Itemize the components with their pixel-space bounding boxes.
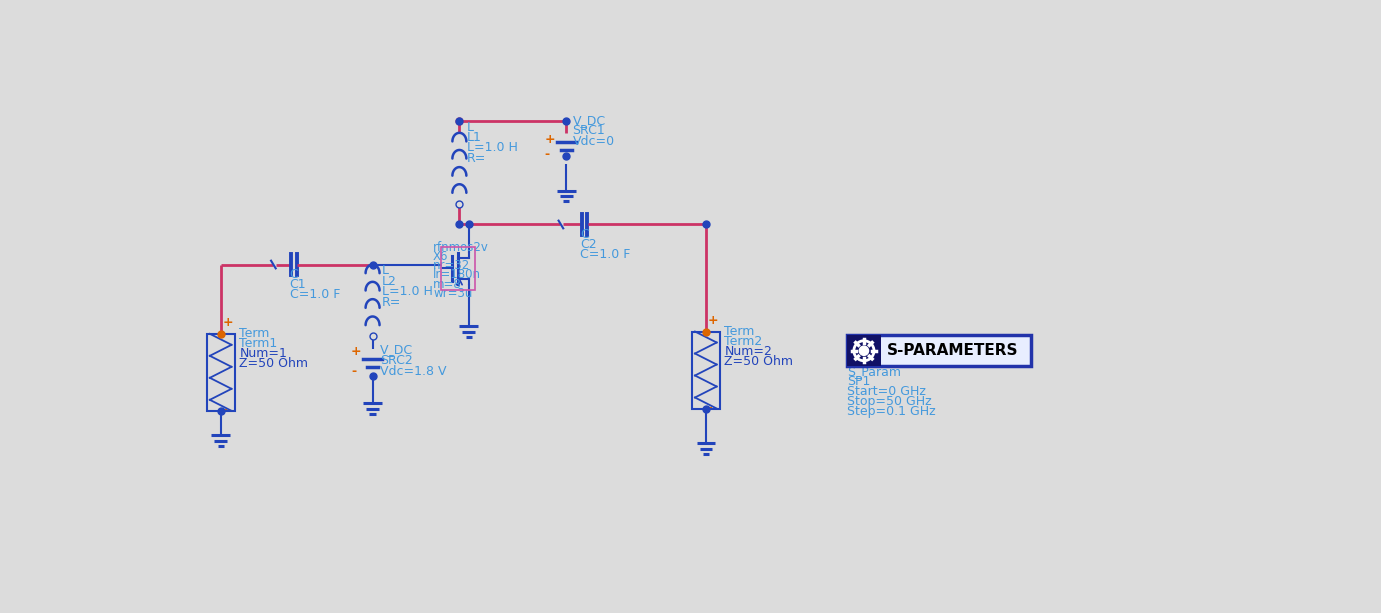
Text: Vdc=1.8 V: Vdc=1.8 V [380,365,447,378]
Text: wr=3u: wr=3u [434,287,472,300]
Text: L: L [383,264,389,276]
Text: L1: L1 [467,131,482,143]
Text: Start=0 GHz: Start=0 GHz [847,386,925,398]
Text: rfnmos2v: rfnmos2v [434,241,489,254]
Text: X6: X6 [434,250,449,263]
FancyBboxPatch shape [847,335,1032,366]
Text: SP1: SP1 [847,375,870,389]
Text: L=1.0 H: L=1.0 H [383,285,432,299]
Text: C=1.0 F: C=1.0 F [580,248,631,261]
Text: C: C [290,268,298,281]
Text: C=1.0 F: C=1.0 F [290,288,340,302]
Text: L=1.0 H: L=1.0 H [467,142,518,154]
Text: -: - [707,403,713,413]
Text: -: - [544,148,550,161]
Text: Num=1: Num=1 [239,347,287,360]
Text: m=8: m=8 [434,278,461,291]
Text: L2: L2 [383,275,396,287]
Bar [441,247,475,290]
Text: Vdc=0: Vdc=0 [573,135,615,148]
Text: V_DC: V_DC [380,343,413,356]
Text: -: - [222,405,226,415]
Circle shape [859,346,869,356]
FancyBboxPatch shape [847,335,881,366]
Text: Z=50 Ohm: Z=50 Ohm [239,357,308,370]
Text: Term2: Term2 [725,335,762,348]
Text: Num=2: Num=2 [725,345,772,357]
Text: C: C [580,228,590,242]
Text: V_DC: V_DC [573,113,606,127]
Text: Z=50 Ohm: Z=50 Ohm [725,354,794,368]
Text: lr=180n: lr=180n [434,268,481,281]
Text: S-PARAMETERS: S-PARAMETERS [887,343,1019,358]
Text: C2: C2 [580,238,597,251]
Text: Term: Term [239,327,269,340]
Text: +: + [351,345,362,359]
Bar [692,332,720,408]
Text: R=: R= [467,152,486,165]
Text: -: - [351,365,356,378]
Text: L: L [467,121,474,134]
Text: SRC1: SRC1 [573,124,605,137]
Text: Step=0.1 GHz: Step=0.1 GHz [847,405,935,419]
Text: +: + [707,314,718,327]
Text: C1: C1 [290,278,307,291]
Text: R=: R= [383,296,402,309]
Text: +: + [544,133,555,146]
Text: SRC2: SRC2 [380,354,413,367]
Text: S_Param: S_Param [847,365,900,378]
Text: Term: Term [725,325,755,338]
Text: Stop=50 GHz: Stop=50 GHz [847,395,932,408]
Bar [207,334,235,411]
Text: nr=32: nr=32 [434,259,471,272]
Text: +: + [222,316,233,329]
Text: Term1: Term1 [239,337,278,350]
